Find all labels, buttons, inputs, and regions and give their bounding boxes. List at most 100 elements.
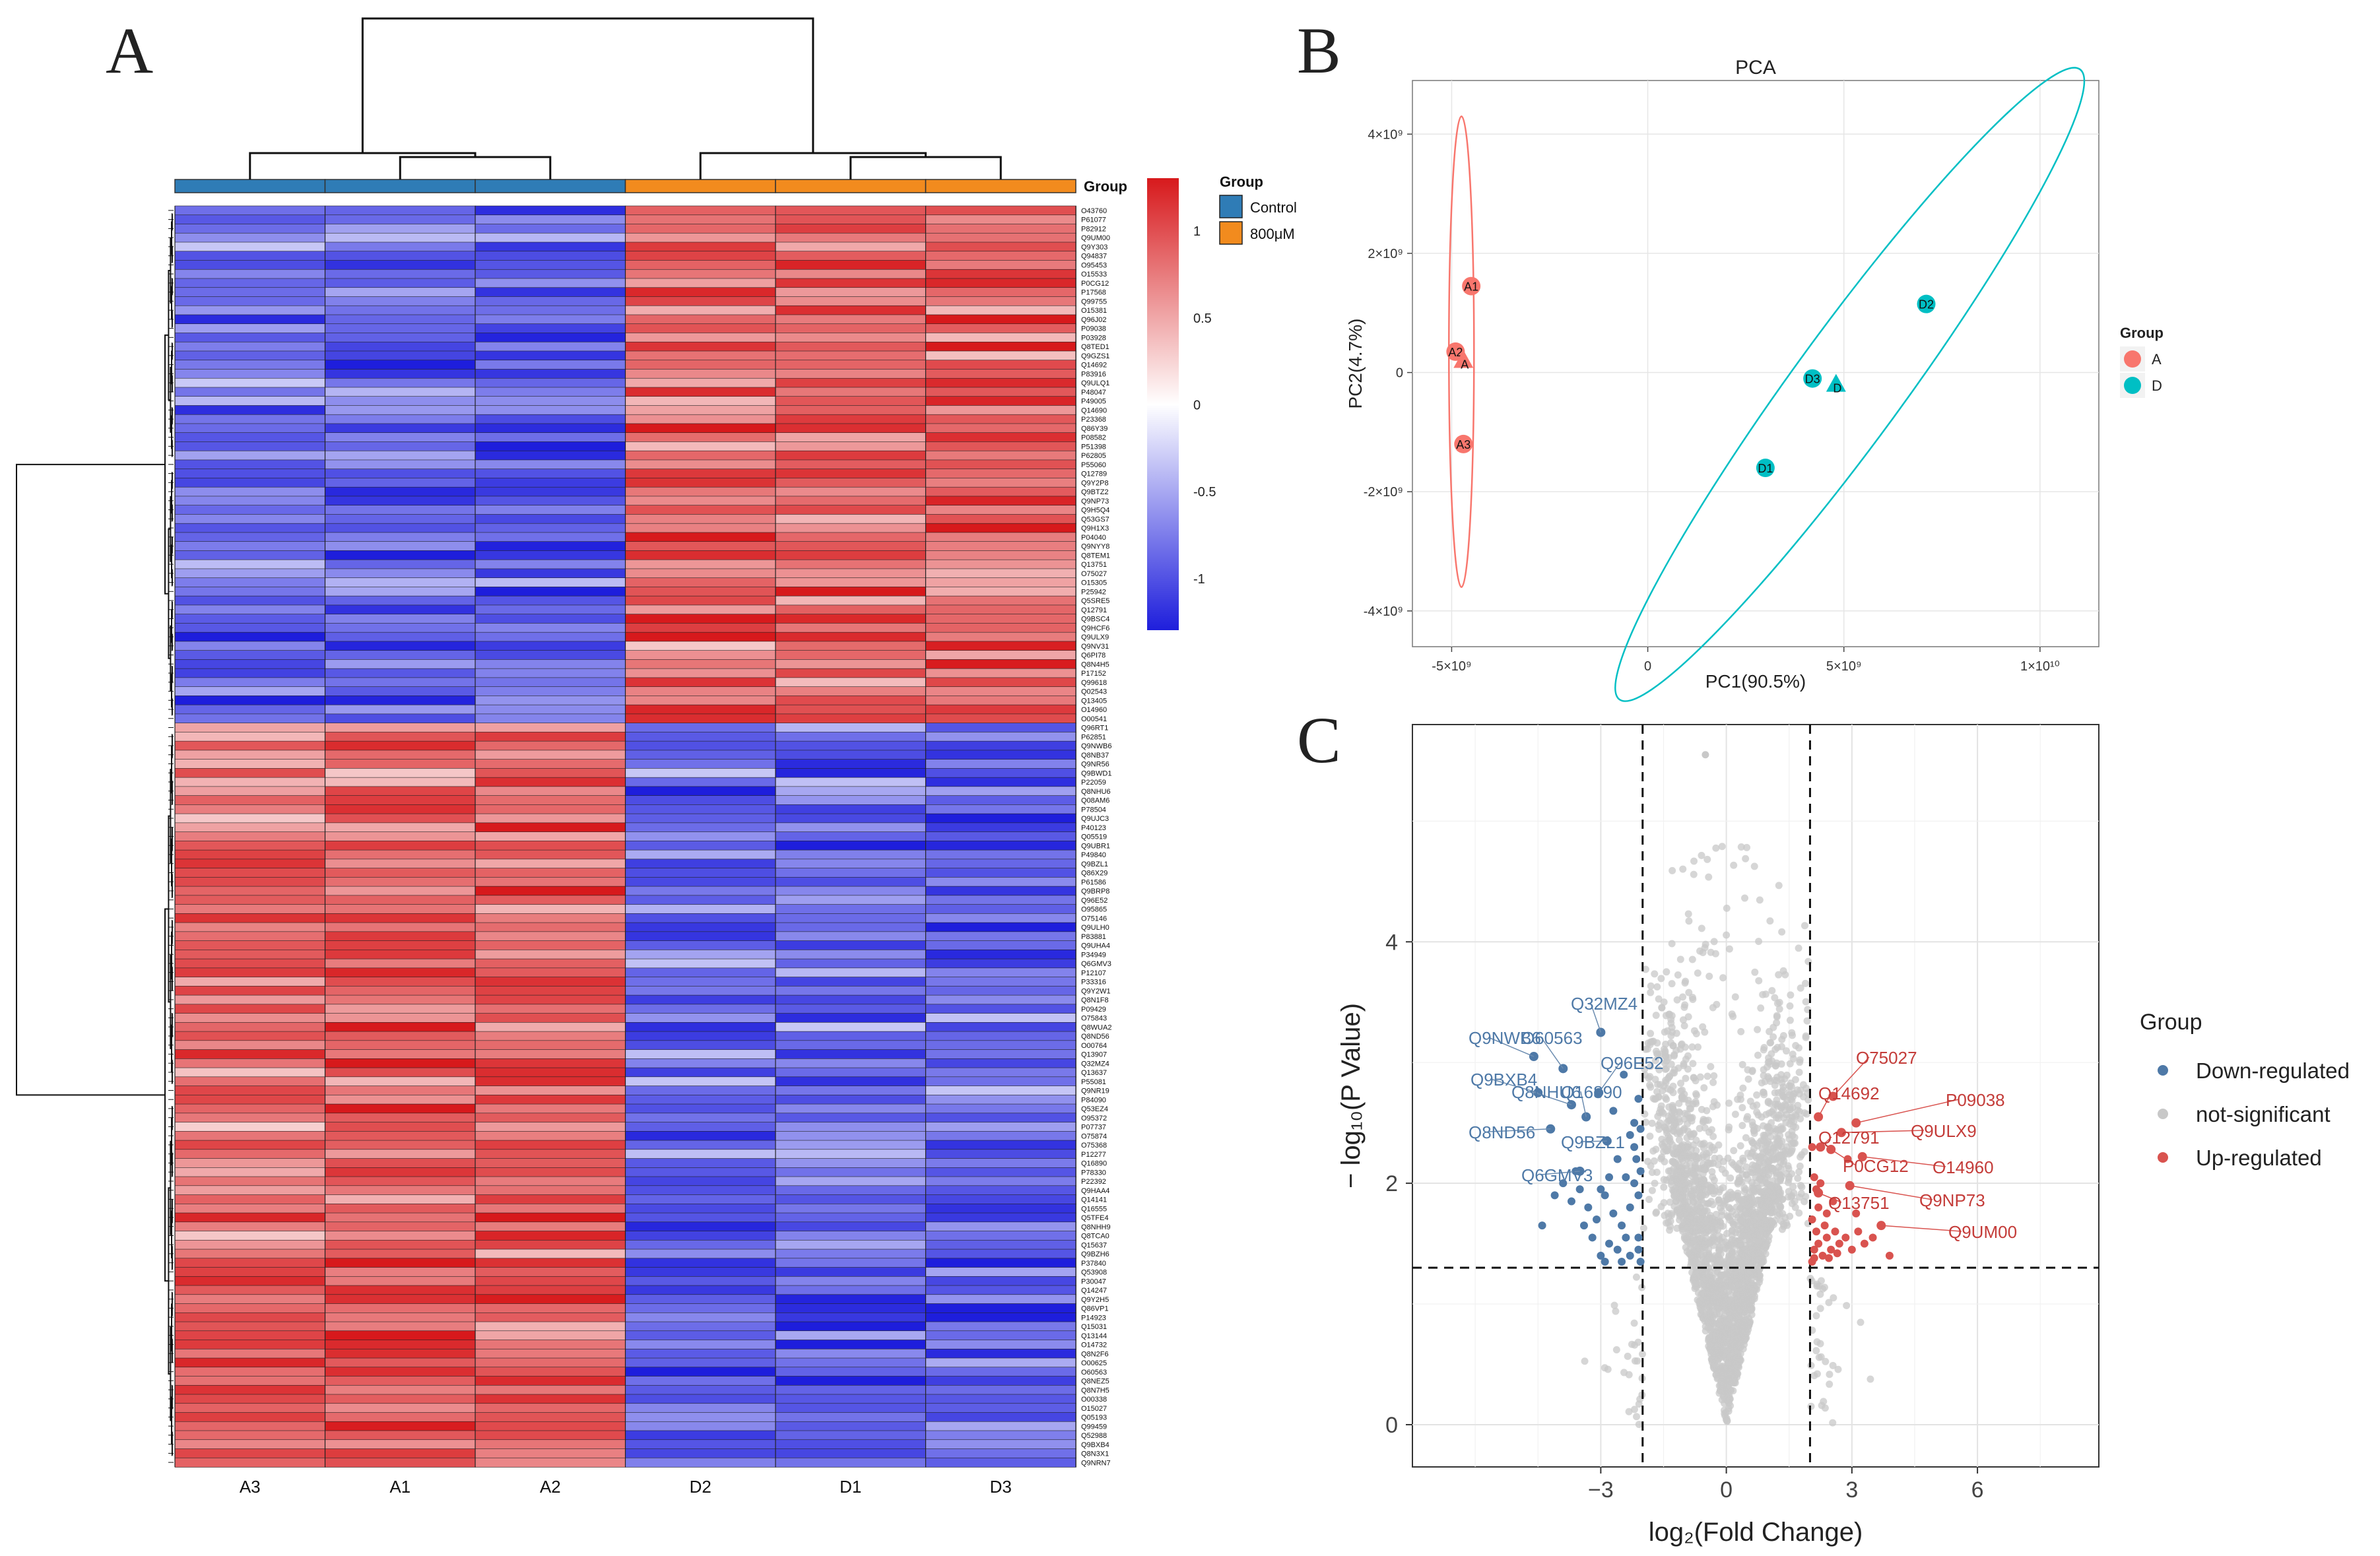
volcano-ns-point xyxy=(1744,1075,1752,1083)
volcano-ns-point xyxy=(1795,944,1802,952)
heatmap-cell xyxy=(475,450,626,461)
heatmap-cell xyxy=(475,532,626,542)
row-label: Q8TCA0 xyxy=(1081,1233,1109,1241)
heatmap-cell xyxy=(925,278,1076,288)
volcano-ns-point xyxy=(1746,1153,1754,1161)
heatmap-cell xyxy=(475,205,626,216)
volcano-up-point xyxy=(1810,1173,1818,1181)
heatmap-cell xyxy=(925,232,1076,243)
volcano-ns-point xyxy=(1720,1197,1728,1205)
heatmap-cell xyxy=(925,859,1076,869)
volcano-ns-point xyxy=(1733,1241,1740,1249)
volcano-ns-point xyxy=(1673,996,1681,1004)
heatmap-cell xyxy=(625,931,776,942)
row-dendrogram-branch xyxy=(168,269,171,401)
row-label: Q9NP73 xyxy=(1081,498,1109,505)
heatmap-cell xyxy=(625,831,776,842)
heatmap-cell xyxy=(174,759,326,769)
heatmap-cell xyxy=(325,859,476,869)
heatmap-cell xyxy=(775,550,927,560)
volcano-ns-point xyxy=(1729,1012,1737,1020)
heatmap-cell xyxy=(775,1076,927,1087)
heatmap-cell xyxy=(174,1158,326,1169)
row-label: Q9BWD1 xyxy=(1081,769,1111,777)
volcano-down-label: Q32MZ4 xyxy=(1571,994,1637,1014)
heatmap-cell xyxy=(775,269,927,279)
heatmap-cell xyxy=(775,713,927,724)
heatmap-cell xyxy=(775,459,927,470)
row-label: P33316 xyxy=(1081,979,1106,987)
heatmap-cell xyxy=(475,623,626,633)
heatmap-cell xyxy=(775,314,927,325)
heatmap-cell xyxy=(775,214,927,225)
heatmap-cell xyxy=(775,333,927,343)
volcano-ns-point xyxy=(1665,1219,1672,1227)
heatmap-cell xyxy=(925,532,1076,542)
volcano-ns-point xyxy=(1829,1419,1837,1427)
heatmap-cell xyxy=(325,677,476,688)
volcano-ns-point xyxy=(1727,1365,1735,1373)
row-label: O14960 xyxy=(1081,706,1107,714)
volcano-down-point xyxy=(1636,1124,1645,1133)
heatmap-cell xyxy=(625,994,776,1005)
volcano-ns-point xyxy=(1675,1136,1683,1144)
heatmap-cell xyxy=(775,740,927,751)
volcano-ns-point xyxy=(1746,1281,1754,1289)
heatmap-cell xyxy=(475,1285,626,1295)
heatmap-cell xyxy=(925,1140,1076,1150)
heatmap-cell xyxy=(925,849,1076,860)
heatmap-cell xyxy=(475,1167,626,1177)
heatmap-cell xyxy=(775,450,927,461)
heatmap-cell xyxy=(775,224,927,234)
volcano-ns-point xyxy=(1692,1257,1700,1265)
heatmap-cell xyxy=(925,441,1076,452)
volcano-ns-point xyxy=(1679,1191,1687,1199)
heatmap-cell xyxy=(625,1321,776,1332)
row-label: P37840 xyxy=(1081,1260,1106,1268)
row-label: Q13907 xyxy=(1081,1051,1107,1059)
heatmap-cell xyxy=(775,1439,927,1450)
heatmap-cell xyxy=(775,577,927,588)
row-label: Q14692 xyxy=(1081,362,1107,370)
heatmap-cell xyxy=(925,514,1076,524)
volcano-ns-point xyxy=(1802,998,1810,1006)
volcano-up-point xyxy=(1822,1233,1831,1242)
heatmap-cell xyxy=(775,950,927,959)
heatmap-cell xyxy=(325,595,476,606)
row-label: P78330 xyxy=(1081,1169,1106,1177)
heatmap-cell xyxy=(625,1076,776,1087)
heatmap-cell xyxy=(325,849,476,860)
volcano-ns-point xyxy=(1737,1027,1745,1035)
heatmap-cell xyxy=(925,1403,1076,1413)
heatmap-cell xyxy=(625,1049,776,1060)
heatmap-cell xyxy=(325,1276,476,1286)
heatmap-cell xyxy=(775,1412,927,1423)
heatmap-cell xyxy=(775,360,927,370)
heatmap-cell xyxy=(625,1212,776,1223)
heatmap-cell xyxy=(325,260,476,271)
volcano-down-point xyxy=(1609,1107,1618,1115)
volcano-up-point xyxy=(1885,1251,1894,1260)
heatmap-cell xyxy=(775,1103,927,1114)
heatmap-cell xyxy=(625,1276,776,1286)
volcano-ns-point xyxy=(1801,922,1808,930)
legend-swatch xyxy=(1219,195,1243,218)
row-label: O00764 xyxy=(1081,1042,1107,1050)
volcano-ns-point xyxy=(1670,1174,1678,1182)
heatmap-cell xyxy=(475,913,626,923)
volcano-ns-point xyxy=(1703,1107,1711,1115)
heatmap-cell xyxy=(174,1103,326,1114)
heatmap-cell xyxy=(174,822,326,833)
volcano-ns-point xyxy=(1812,1312,1820,1320)
heatmap-cell xyxy=(174,559,326,569)
heatmap-cell xyxy=(925,505,1076,515)
heatmap-cell xyxy=(325,1448,476,1459)
heatmap-cell xyxy=(625,795,776,806)
heatmap-cell xyxy=(925,632,1076,642)
heatmap-cell xyxy=(325,1158,476,1169)
volcano-ns-point xyxy=(1660,1183,1668,1191)
volcano-label-leader xyxy=(1856,1099,1960,1124)
heatmap-cell xyxy=(625,1040,776,1051)
volcano-ns-point xyxy=(1738,1122,1746,1130)
heatmap-cell xyxy=(625,287,776,298)
